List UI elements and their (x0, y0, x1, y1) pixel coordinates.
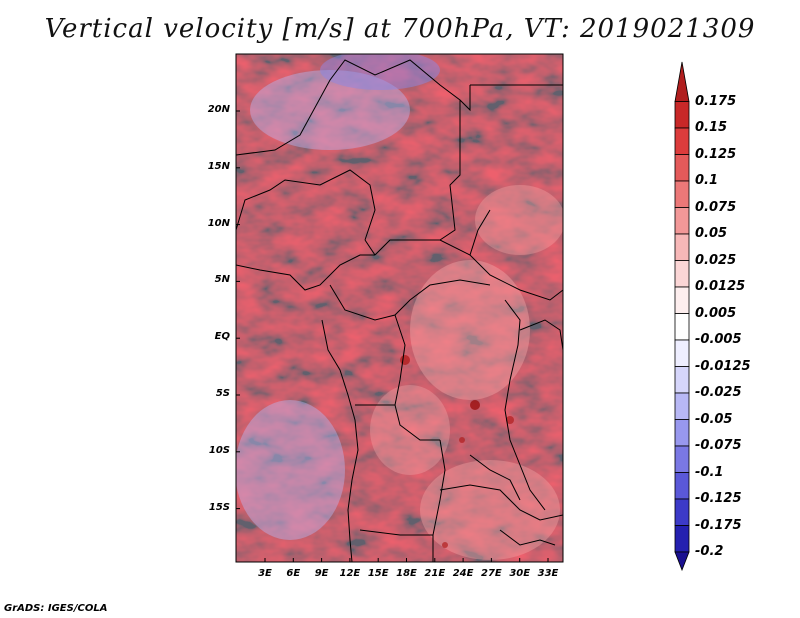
colorbar-label: 0.175 (695, 93, 737, 109)
colorbar-label: 0.005 (695, 305, 737, 321)
y-axis-label: 10N (207, 217, 230, 229)
colorbar-label: 0.0125 (695, 279, 746, 294)
x-axis-label: 27E (481, 568, 502, 579)
x-axis-label: 15E (367, 568, 389, 579)
colorbar-label: 0.125 (695, 146, 737, 162)
colorbar-segment (674, 260, 690, 288)
y-axis-label: 5S (215, 388, 230, 399)
colorbar-segment (674, 286, 690, 314)
x-axis-label: 9E (314, 568, 329, 579)
colorbar-segment (674, 551, 690, 572)
y-axis-label: 20N (207, 104, 230, 115)
colorbar-label: -0.125 (695, 491, 742, 506)
colorbar-label: -0.1 (695, 464, 724, 480)
colorbar-segment (674, 392, 690, 420)
map-frame (235, 53, 564, 563)
country-borders (236, 59, 563, 562)
colorbar-label: -0.005 (695, 332, 742, 347)
colorbar (674, 61, 690, 572)
colorbar-label: -0.05 (695, 411, 733, 427)
colorbar-segment (674, 339, 690, 367)
colorbar-segment (674, 313, 690, 341)
colorbar-label: 0.05 (695, 226, 728, 241)
colorbar-segment (674, 61, 690, 102)
colorbar-segment (674, 180, 690, 208)
x-axis-label: 3E (258, 568, 272, 579)
grads-credit: GrADS: IGES/COLA (4, 603, 108, 614)
colorbar-segment (674, 445, 690, 473)
colorbar-segment (674, 525, 690, 553)
colorbar-label: -0.175 (695, 517, 742, 533)
colorbar-segment (674, 419, 690, 447)
colorbar-label: -0.2 (695, 544, 724, 559)
colorbar-label: 0.1 (695, 173, 719, 188)
colorbar-label: 0.075 (695, 199, 737, 215)
y-axis-label: 15S (208, 501, 230, 513)
x-axis-label: 18E (396, 568, 417, 579)
colorbar-label: -0.0125 (695, 358, 751, 374)
colorbar-segment (674, 498, 690, 526)
vertical-velocity-field (236, 54, 563, 562)
y-axis-label: 10S (208, 444, 230, 456)
x-axis-label: 24E (452, 568, 474, 579)
colorbar-label: 0.15 (695, 120, 728, 135)
y-axis-label: EQ (214, 331, 230, 343)
x-axis-label: 21E (424, 568, 446, 579)
colorbar-segment (674, 154, 690, 182)
y-axis-label: 15N (207, 160, 230, 172)
colorbar-segment (674, 207, 690, 235)
x-axis-label: 33E (537, 568, 559, 579)
x-axis-label: 30E (509, 568, 531, 579)
colorbar-segment (674, 233, 690, 261)
map-title: Vertical velocity [m/s] at 700hPa, VT: 2… (44, 14, 756, 44)
y-axis-label: 5N (214, 274, 230, 286)
colorbar-label: -0.025 (695, 385, 742, 400)
colorbar-label: -0.075 (695, 438, 742, 453)
colorbar-segment (674, 127, 690, 155)
x-axis-label: 12E (339, 568, 361, 579)
colorbar-segment (674, 101, 690, 129)
colorbar-segment (674, 472, 690, 500)
colorbar-label: 0.025 (695, 252, 737, 268)
x-axis-label: 6E (286, 568, 301, 579)
colorbar-segment (674, 366, 690, 394)
